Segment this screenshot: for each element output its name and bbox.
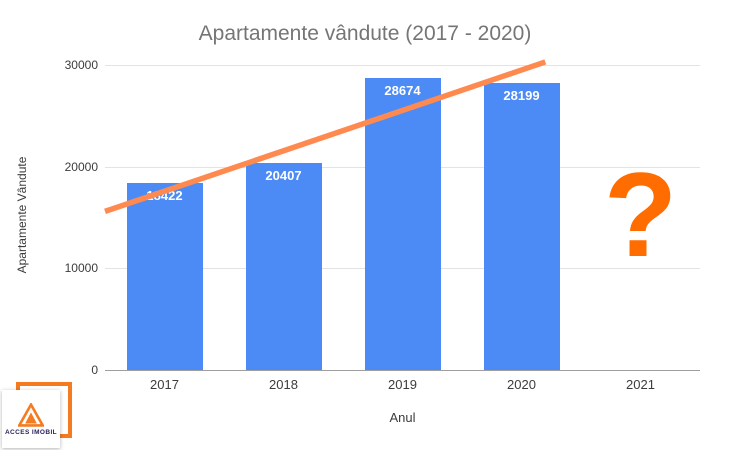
x-tick-label-2021: 2021: [626, 377, 655, 392]
chart-title: Apartamente vândute (2017 - 2020): [198, 22, 532, 45]
bar-2017: 18422: [126, 182, 203, 370]
y-axis-title: Apartamente Vândute: [15, 156, 29, 274]
gridline-0: [105, 370, 700, 371]
y-axis: 0 10000 20000 30000: [40, 58, 98, 377]
x-tick-label-2017: 2017: [150, 377, 179, 392]
x-axis-title: Anul: [389, 410, 416, 425]
question-mark-annotation: ?: [603, 148, 678, 283]
bar-value-label-2017: 18422: [146, 187, 183, 203]
bar-value-label-2019: 28674: [384, 83, 421, 99]
logo-brand-text: ACCES IMOBIL: [4, 428, 58, 436]
gridline-30000: [105, 65, 700, 66]
y-tick-label-0: 0: [91, 363, 98, 377]
bar-value-label-2018: 20407: [265, 167, 302, 183]
y-tick-label-30000: 30000: [64, 58, 98, 72]
x-tick-label-2020: 2020: [507, 377, 536, 392]
bar-2019: 28674: [364, 78, 441, 370]
bar-value-label-2020: 28199: [503, 88, 540, 104]
acces-imobil-logo: ACCES IMOBIL: [2, 382, 74, 448]
x-tick-label-2018: 2018: [269, 377, 298, 392]
x-tick-label-2019: 2019: [388, 377, 417, 392]
y-tick-label-10000: 10000: [64, 261, 98, 276]
bar-2018: 20407: [245, 162, 322, 370]
logo-card: ACCES IMOBIL: [2, 390, 60, 448]
y-tick-label-20000: 20000: [64, 159, 98, 174]
plot-area: 18422 20407 28674 28199?: [104, 59, 700, 371]
bar-2020: 28199: [483, 83, 560, 370]
x-axis: 2017 2018 2019 2020 2021: [105, 377, 700, 395]
triangle-a-icon: [18, 402, 44, 427]
